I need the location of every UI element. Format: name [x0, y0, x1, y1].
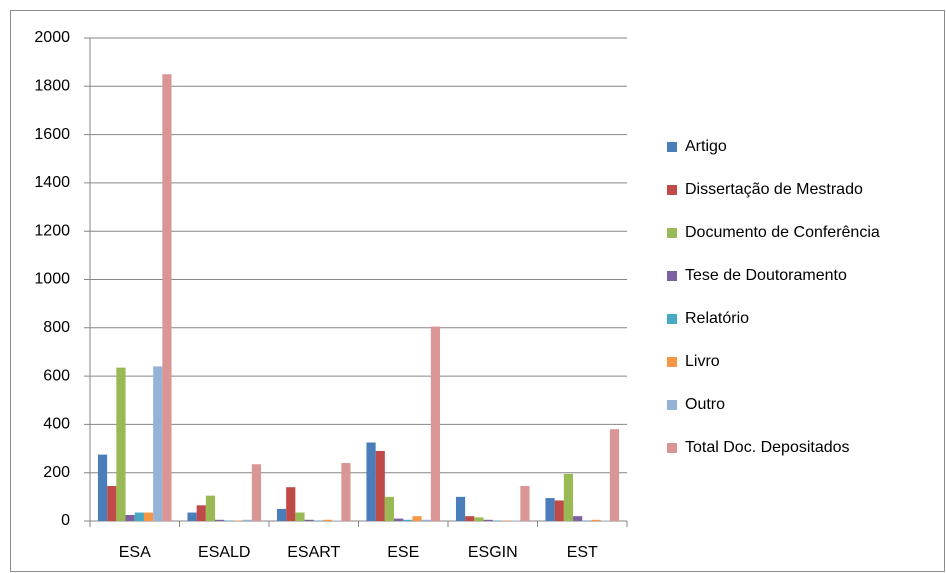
y-tick-label: 2000	[34, 29, 70, 46]
bar	[276, 508, 287, 521]
y-tick-label: 1000	[34, 271, 70, 288]
y-tick-label: 1800	[34, 78, 70, 95]
bar	[125, 514, 135, 521]
y-tick-label: 400	[43, 416, 70, 433]
legend-label: Dissertação de Mestrado	[685, 181, 863, 198]
x-tick-label: ESGIN	[468, 544, 518, 561]
bar	[554, 500, 564, 521]
bar	[242, 519, 252, 521]
bar	[394, 518, 404, 521]
legend-label: Outro	[685, 396, 725, 413]
bar	[430, 326, 441, 521]
bar	[591, 519, 601, 521]
bar	[384, 496, 395, 521]
bar	[412, 516, 422, 521]
bar	[162, 74, 172, 521]
bar	[366, 442, 376, 521]
bar	[520, 485, 530, 521]
bar	[97, 454, 108, 521]
bar	[545, 498, 555, 521]
legend-swatch	[667, 443, 677, 453]
bar	[153, 366, 163, 521]
bar	[134, 512, 144, 521]
bar	[215, 519, 225, 521]
bar	[483, 519, 493, 521]
bar	[251, 464, 262, 521]
y-tick-label: 0	[61, 512, 70, 529]
bar	[205, 495, 216, 521]
x-tick-label: ESE	[387, 544, 419, 561]
x-tick-label: ESART	[287, 544, 340, 561]
bar	[573, 516, 583, 521]
bar	[143, 512, 154, 521]
x-tick-label: EST	[567, 544, 598, 561]
legend-label: Tese de Doutoramento	[685, 267, 847, 284]
bar	[341, 463, 351, 521]
bar	[465, 516, 475, 521]
y-tick-label: 1200	[34, 222, 70, 239]
bar	[286, 487, 296, 521]
bar	[563, 473, 574, 521]
bar	[474, 517, 484, 521]
legend-swatch	[667, 228, 677, 238]
y-tick-label: 1600	[34, 126, 70, 143]
bar	[421, 519, 431, 521]
legend-label: Artigo	[685, 138, 727, 155]
y-tick-label: 1400	[34, 174, 70, 191]
legend-swatch	[667, 357, 677, 367]
bar	[375, 450, 385, 521]
chart-frame	[10, 10, 945, 572]
legend-swatch	[667, 400, 677, 410]
bar	[322, 519, 333, 521]
legend-swatch	[667, 271, 677, 281]
legend-swatch	[667, 314, 677, 324]
bar	[609, 429, 620, 521]
legend-label: Relatório	[685, 310, 749, 327]
legend-label: Documento de Conferência	[685, 224, 880, 241]
bar	[403, 519, 413, 521]
bar	[295, 512, 305, 521]
x-tick-label: ESALD	[198, 544, 250, 561]
x-tick-label: ESA	[119, 544, 151, 561]
bar	[304, 519, 314, 521]
bar	[196, 505, 206, 521]
bar	[187, 512, 197, 521]
y-tick-label: 600	[43, 367, 70, 384]
legend-swatch	[667, 185, 677, 195]
bar	[116, 367, 126, 521]
y-tick-label: 200	[43, 464, 70, 481]
bar	[107, 485, 117, 521]
legend-label: Total Doc. Depositados	[685, 439, 850, 456]
y-tick-label: 800	[43, 319, 70, 336]
legend-swatch	[667, 142, 677, 152]
legend-label: Livro	[685, 353, 720, 370]
bar	[455, 496, 466, 521]
